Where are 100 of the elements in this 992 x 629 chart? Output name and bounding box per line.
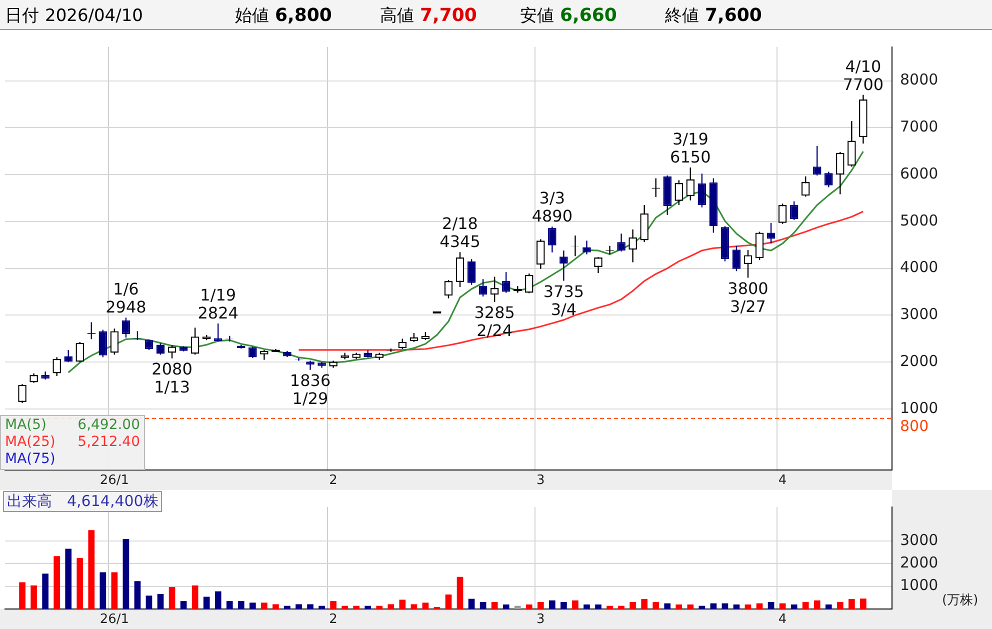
bar <box>422 602 429 609</box>
candlestick <box>490 276 499 302</box>
bar <box>30 585 37 609</box>
bar <box>445 594 452 609</box>
candlestick <box>560 250 568 282</box>
annotation: 6,492.00 <box>78 417 140 434</box>
bar <box>307 604 314 609</box>
annotation: 4/10 7700 <box>842 56 884 94</box>
bar <box>180 601 187 609</box>
text: MA(25) <box>5 434 56 451</box>
candlestick <box>778 203 787 224</box>
bar <box>802 602 809 609</box>
bar <box>618 606 624 609</box>
candlestick <box>548 226 556 254</box>
annotation: 3735 3/4 <box>543 282 584 319</box>
candlestick <box>52 356 61 377</box>
bar <box>537 602 544 609</box>
candlestick <box>110 328 119 356</box>
bar <box>480 602 486 609</box>
chart-title: 出来高 4,614,400株 <box>3 491 162 512</box>
bar <box>157 594 164 609</box>
candlestick <box>64 349 73 363</box>
candlestick <box>674 180 684 206</box>
bar <box>584 604 590 609</box>
bar <box>514 606 521 609</box>
bar <box>630 602 636 609</box>
candlestick <box>812 145 822 176</box>
candlestick <box>617 233 626 252</box>
candlestick <box>306 360 314 370</box>
candlestick <box>467 258 476 286</box>
candlestick <box>214 322 222 342</box>
text: 高値 7,700 <box>380 5 477 26</box>
bar <box>502 604 510 609</box>
bar <box>641 599 648 609</box>
bar <box>364 606 372 609</box>
candlestick <box>536 238 545 270</box>
bar <box>238 601 244 609</box>
bar <box>214 591 222 609</box>
bar <box>722 603 728 609</box>
bar <box>572 600 578 609</box>
bar <box>560 602 567 609</box>
bar <box>790 604 798 609</box>
bar <box>100 572 106 609</box>
candlestick <box>732 245 741 272</box>
candlestick <box>836 151 844 195</box>
text: 日付 2026/04/10 <box>5 6 143 26</box>
bar <box>606 606 613 609</box>
bar <box>261 602 268 609</box>
bar <box>203 596 210 609</box>
annotation: 2080 1/13 <box>152 360 192 397</box>
candlestick <box>698 173 706 208</box>
annotation: 3285 2/24 <box>474 303 515 340</box>
bar <box>860 598 866 609</box>
candlestick <box>444 279 453 299</box>
bar <box>65 548 72 609</box>
candlestick <box>524 272 534 294</box>
x-tick-label: 2 <box>329 612 338 628</box>
bar <box>710 603 717 609</box>
bar <box>42 574 48 609</box>
annotation: 3800 3/27 <box>728 278 768 316</box>
candlestick <box>168 344 176 359</box>
bar <box>456 576 464 609</box>
x-tick-label: 26/1 <box>100 473 130 488</box>
bar <box>88 530 95 609</box>
bar <box>756 603 763 609</box>
y-tick-label: 3000 <box>900 305 938 324</box>
bar <box>491 602 498 609</box>
annotation: 3/3 4890 <box>532 188 573 226</box>
bar <box>168 587 176 609</box>
bar <box>664 603 671 609</box>
candlestick <box>260 349 268 360</box>
bar <box>226 601 233 609</box>
bar <box>122 538 130 609</box>
y-tick-label: 7000 <box>900 118 938 136</box>
y-tick-label: 2000 <box>900 554 938 572</box>
bar <box>779 603 786 609</box>
annotation: 5,212.40 <box>78 434 140 451</box>
text: 終値 7,600 <box>665 5 762 26</box>
annotation: 1/19 2824 <box>198 286 238 322</box>
x-tick-label: 26/1 <box>100 612 130 628</box>
candlestick <box>18 384 26 404</box>
y-tick-label: 3000 <box>900 530 938 549</box>
bar <box>330 601 336 609</box>
y-tick-label: 8000 <box>900 70 938 89</box>
ref-line-label: 800 <box>900 416 929 435</box>
candlestick <box>606 245 614 255</box>
bar <box>296 604 302 609</box>
y-tick-label: 1000 <box>900 398 938 417</box>
bar <box>192 585 198 609</box>
bar <box>687 604 694 609</box>
bar <box>676 604 682 609</box>
bar <box>549 600 556 609</box>
legend-label: MA(75) <box>5 451 56 468</box>
candlestick <box>478 278 488 298</box>
bar <box>146 596 152 609</box>
candlestick <box>686 166 695 201</box>
bar <box>468 598 475 609</box>
bar <box>76 558 84 609</box>
bar <box>54 556 60 609</box>
candlestick <box>848 120 856 168</box>
